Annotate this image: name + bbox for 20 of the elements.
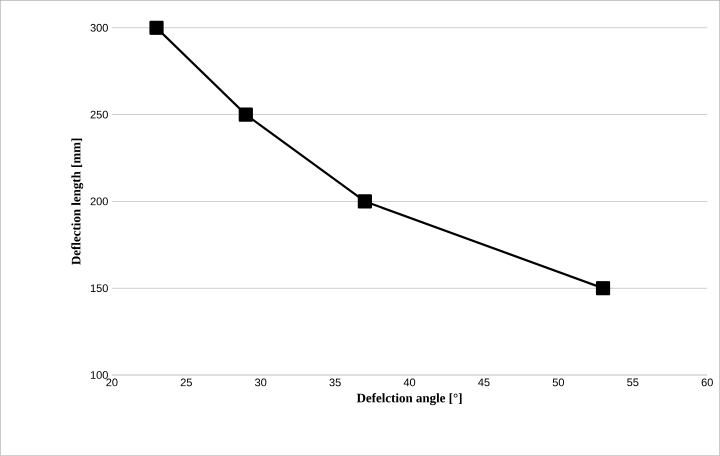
point: [238, 108, 253, 122]
point: [596, 281, 610, 296]
x-tick-label: 45: [478, 378, 490, 386]
point: [149, 20, 164, 35]
x-axis-title: Defelction angle [°]: [356, 393, 462, 406]
x-tick-label: 40: [404, 378, 416, 386]
y-tick-label: 300: [90, 24, 108, 32]
x-tick-label: 60: [702, 378, 713, 386]
x-tick-label: 20: [106, 378, 118, 386]
x-tick-label: 55: [627, 378, 638, 386]
point: [358, 194, 372, 209]
x-tick-label: 50: [552, 378, 564, 386]
y-axis-title: Deflection length [mm]: [71, 138, 84, 265]
x-tick-label: 35: [329, 378, 341, 386]
x-tick-label: 30: [255, 378, 266, 386]
y-tick-label: 100: [90, 371, 108, 379]
y-tick-label: 200: [90, 198, 108, 206]
y-tick-label: 150: [90, 284, 108, 292]
x-tick-label: 25: [180, 378, 192, 386]
y-tick-label: 250: [90, 110, 108, 119]
